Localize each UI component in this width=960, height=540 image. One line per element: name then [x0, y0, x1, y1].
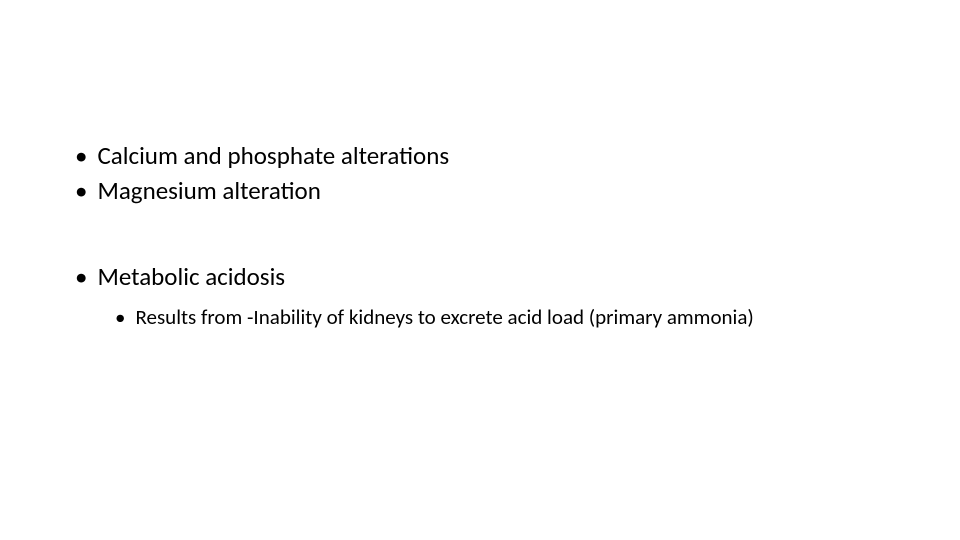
spacer	[75, 209, 885, 261]
bullet-marker: •	[115, 304, 125, 331]
bullet-marker: •	[75, 175, 87, 208]
bullet-text: Magnesium alteration	[97, 175, 320, 208]
sub-bullet-item: • Results from -Inability of kidneys to …	[115, 304, 885, 331]
sub-bullet-text: Results from -Inability of kidneys to ex…	[135, 304, 753, 331]
bullet-marker: •	[75, 140, 87, 173]
bullet-marker: •	[75, 261, 87, 294]
spacer	[75, 296, 885, 304]
bullet-item: • Magnesium alteration	[75, 175, 885, 208]
bullet-item: • Metabolic acidosis	[75, 261, 885, 294]
bullet-text: Metabolic acidosis	[97, 261, 285, 294]
bullet-text: Calcium and phosphate alterations	[97, 140, 449, 173]
bullet-item: • Calcium and phosphate alterations	[75, 140, 885, 173]
